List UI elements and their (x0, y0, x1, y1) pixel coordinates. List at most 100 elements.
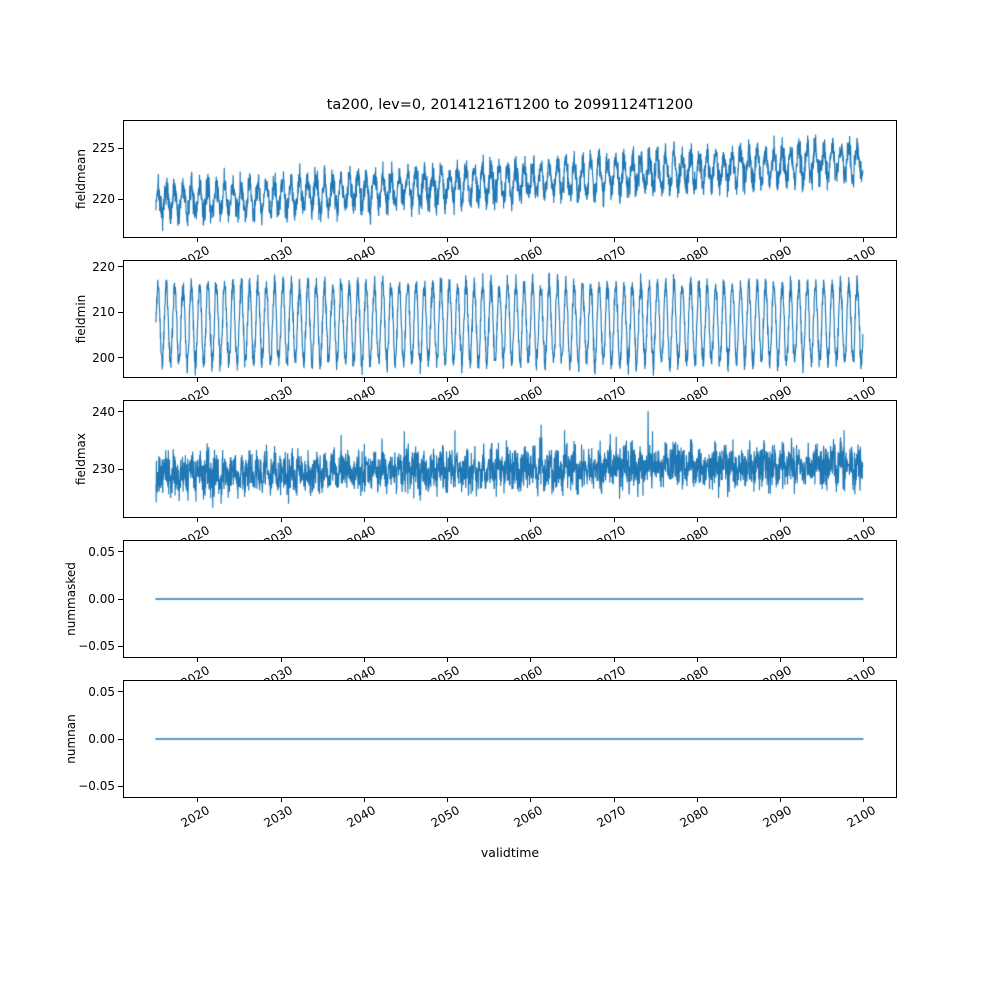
x-tick-label: 2090 (761, 383, 795, 400)
subplot-fieldmax: fieldmax 230 240 (74, 400, 897, 522)
y-tick-mark (118, 468, 123, 470)
x-tick-mark (280, 798, 282, 802)
x-tick-mark (197, 658, 199, 662)
x-tick-mark (363, 798, 365, 802)
y-axis-label: fieldmax (74, 432, 88, 486)
x-tick-label: 2020 (178, 243, 212, 260)
x-tick-mark (447, 658, 449, 662)
x-tick-label: 2020 (178, 523, 212, 540)
x-tick-mark (447, 238, 449, 242)
chart-title: ta200, lev=0, 20141216T1200 to 20991124T… (326, 97, 694, 113)
x-tick-label: 2050 (428, 243, 462, 260)
x-tick-labels-row: 2020 2030 2040 2050 2060 2070 2080 2090 2100 (123, 518, 897, 540)
x-axis-label: validtime (480, 845, 540, 860)
x-tick-label: 2070 (594, 803, 629, 831)
x-tick-mark (280, 238, 282, 242)
x-tick-label: 2070 (594, 663, 629, 680)
x-tick-mark (696, 798, 698, 802)
x-tick-mark (363, 378, 365, 382)
x-tick-label: 2060 (511, 663, 545, 680)
x-tick-label: 2040 (344, 663, 379, 680)
series-line-canvas (123, 680, 897, 798)
subplot-nummasked: nummasked −0.05 0.00 0.05 (64, 540, 897, 662)
x-tick-label: 2030 (261, 383, 296, 400)
x-tick-label: 2030 (261, 663, 296, 680)
x-tick-label: 2050 (428, 803, 462, 831)
x-tick-mark (280, 518, 282, 522)
y-tick-label: 0.00 (88, 592, 115, 606)
x-tick-mark (197, 518, 199, 522)
x-tick-label: 2080 (677, 383, 712, 400)
x-tick-label: 2100 (844, 523, 878, 540)
x-tick-label: 2080 (677, 243, 712, 260)
y-tick-label: 0.05 (88, 544, 115, 559)
y-tick-label: −0.05 (78, 639, 115, 654)
x-tick-label: 2020 (178, 663, 212, 680)
x-tick-mark (530, 798, 532, 802)
x-tick-label: 2100 (844, 663, 878, 680)
x-tick-label: 2040 (344, 523, 379, 540)
x-tick-mark (779, 238, 781, 242)
x-tick-mark (863, 658, 865, 662)
x-tick-mark (863, 378, 865, 382)
x-tick-label: 2040 (344, 383, 379, 400)
x-tick-mark (696, 518, 698, 522)
y-tick-mark (118, 311, 123, 313)
x-tick-label: 2040 (344, 803, 379, 831)
x-tick-mark (863, 518, 865, 522)
x-tick-mark (613, 238, 615, 242)
y-tick-mark (118, 645, 123, 647)
y-tick-mark (118, 551, 123, 553)
x-tick-label: 2070 (594, 243, 629, 260)
x-tick-mark (779, 518, 781, 522)
x-tick-mark (779, 658, 781, 662)
x-tick-label: 2040 (344, 243, 379, 260)
x-tick-mark (613, 378, 615, 382)
x-tick-mark (530, 518, 532, 522)
y-tick-label: 0.05 (88, 684, 115, 699)
y-tick-mark (118, 598, 123, 600)
y-tick-label: 230 (92, 462, 115, 477)
subplot-numnan: numnan −0.05 0.00 0.05 (64, 680, 897, 802)
x-tick-label: 2080 (677, 663, 712, 680)
y-tick-mark (118, 266, 123, 268)
y-tick-label: 225 (92, 141, 115, 156)
x-tick-label: 2050 (428, 383, 462, 400)
x-tick-label: 2030 (261, 523, 296, 540)
x-tick-mark (197, 238, 199, 242)
y-tick-label: −0.05 (78, 779, 115, 794)
x-tick-mark (613, 518, 615, 522)
x-tick-mark (447, 798, 449, 802)
y-tick-label: 210 (92, 305, 115, 320)
x-tick-mark (696, 658, 698, 662)
y-tick-mark (118, 357, 123, 359)
x-tick-label: 2070 (594, 523, 629, 540)
y-tick-label: 240 (92, 404, 115, 419)
subplot-fieldmean: fieldmean 220 225 (74, 120, 897, 242)
x-tick-label: 2090 (761, 663, 795, 680)
y-tick-label: 220 (92, 192, 115, 207)
y-tick-mark (118, 411, 123, 412)
y-tick-mark (118, 738, 123, 740)
x-tick-mark (530, 658, 532, 662)
x-tick-mark (863, 238, 865, 242)
x-tick-mark (197, 378, 199, 382)
x-tick-label: 2070 (594, 383, 629, 400)
x-tick-label: 2090 (761, 523, 795, 540)
x-tick-mark (779, 798, 781, 802)
x-tick-mark (197, 798, 199, 802)
x-tick-label: 2050 (428, 523, 462, 540)
x-tick-mark (613, 658, 615, 662)
x-tick-mark (613, 798, 615, 802)
series-line-canvas (123, 540, 897, 658)
x-tick-mark (363, 238, 365, 242)
x-tick-mark (363, 518, 365, 522)
x-tick-label: 2020 (178, 383, 212, 400)
series-line-canvas (123, 120, 897, 238)
x-tick-mark (363, 658, 365, 662)
x-tick-labels-row: 2020 2030 2040 2050 2060 2070 2080 2090 2100 (123, 798, 897, 844)
x-tick-mark (280, 378, 282, 382)
x-tick-label: 2090 (761, 243, 795, 260)
x-tick-label: 2050 (428, 663, 462, 680)
